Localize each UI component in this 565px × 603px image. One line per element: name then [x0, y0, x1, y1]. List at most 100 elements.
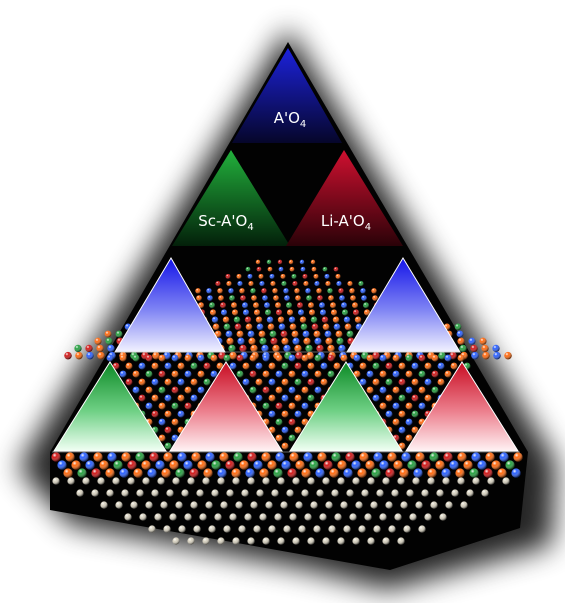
atom-sphere-shading — [372, 351, 380, 360]
atom-sphere-shading — [315, 468, 325, 478]
red-triangle-lower-left — [169, 361, 283, 452]
atom-sphere-shading — [145, 501, 153, 509]
atom-sphere-shading — [287, 468, 297, 478]
atom-sphere-shading — [499, 452, 509, 462]
atom-sphere-shading — [295, 295, 301, 301]
atom-sphere-shading — [366, 386, 374, 394]
atom-sphere-shading — [333, 266, 339, 272]
atom-sphere-shading — [459, 344, 467, 353]
atom-sphere-shading — [280, 501, 288, 509]
atom-sphere-shading — [253, 525, 261, 533]
atom-sphere-shading — [277, 259, 283, 265]
atom-sphere-shading — [74, 344, 82, 353]
atom-sphere-shading — [354, 316, 362, 323]
atom-sphere-shading — [96, 344, 104, 353]
atom-sphere-shading — [222, 316, 230, 323]
atom-sphere-shading — [469, 468, 479, 478]
atom-sphere-shading — [288, 354, 296, 362]
atom-sphere-shading — [113, 460, 123, 470]
atom-sphere-shading — [373, 525, 381, 533]
atom-sphere-shading — [281, 281, 287, 287]
atom-sphere-shading — [269, 330, 277, 338]
atom-sphere-shading — [119, 468, 129, 478]
atom-sphere-shading — [334, 513, 342, 521]
atom-sphere-shading — [424, 513, 432, 521]
atom-sphere-shading — [132, 370, 140, 378]
atom-sphere-shading — [300, 266, 306, 272]
atom-sphere-shading — [286, 309, 294, 316]
atom-sphere-shading — [275, 434, 283, 442]
atom-sphere-shading — [275, 402, 283, 410]
atom-sphere-shading — [232, 537, 240, 545]
atom-sphere-shading — [158, 434, 166, 442]
atom-sphere-shading — [223, 525, 231, 533]
atom-sphere-shading — [289, 266, 295, 272]
atom-sphere-shading — [316, 288, 322, 294]
atom-sphere-shading — [197, 460, 207, 470]
atom-sphere-shading — [107, 344, 115, 353]
atom-sphere-shading — [112, 362, 120, 370]
atom-sphere-shading — [177, 394, 185, 402]
atom-sphere-shading — [358, 281, 364, 287]
atom-sphere-shading — [106, 354, 114, 362]
atom-sphere-shading — [281, 410, 289, 418]
atom-sphere-shading — [363, 309, 371, 316]
atom-sphere-shading — [355, 501, 363, 509]
atom-sphere-shading — [151, 489, 159, 497]
atom-sphere-shading — [172, 477, 180, 485]
atom-sphere-shading — [364, 513, 372, 521]
atom-sphere-shading — [225, 460, 235, 470]
atom-sphere-shading — [280, 330, 288, 338]
atom-sphere-shading — [270, 337, 278, 345]
atom-sphere-shading — [415, 501, 423, 509]
atom-sphere-shading — [247, 477, 255, 485]
atom-sphere-shading — [77, 468, 87, 478]
atom-sphere-shading — [397, 537, 405, 545]
atom-sphere-shading — [177, 410, 185, 418]
atom-sphere-shading — [214, 330, 222, 338]
atom-sphere-shading — [487, 477, 495, 485]
atom-sphere-shading — [223, 323, 231, 331]
atom-sphere-shading — [277, 316, 285, 323]
atom-sphere-shading — [238, 525, 246, 533]
atom-sphere-shading — [307, 477, 315, 485]
atom-sphere-shading — [333, 323, 341, 331]
atom-sphere-shading — [297, 309, 305, 316]
atom-sphere-shading — [138, 362, 146, 370]
atom-sphere-shading — [405, 418, 413, 426]
atom-sphere-shading — [184, 386, 192, 394]
atom-sphere-shading — [450, 362, 458, 370]
atom-sphere-shading — [405, 370, 413, 378]
atom-sphere-shading — [202, 477, 210, 485]
atom-sphere-shading — [385, 394, 393, 402]
atom-sphere-shading — [327, 354, 335, 362]
atom-sphere-shading — [273, 468, 283, 478]
atom-sphere-shading — [421, 489, 429, 497]
atom-sphere-shading — [169, 513, 177, 521]
atom-sphere-shading — [262, 537, 270, 545]
atom-sphere-shading — [195, 288, 201, 294]
atom-sphere-shading — [91, 489, 99, 497]
atom-sphere-shading — [220, 309, 228, 316]
atom-sphere-shading — [341, 302, 347, 309]
atom-sphere-shading — [249, 354, 257, 362]
atom-sphere-shading — [255, 378, 263, 386]
atom-sphere-shading — [413, 468, 423, 478]
atom-sphere-shading — [421, 460, 431, 470]
atom-sphere-shading — [371, 468, 381, 478]
atom-sphere-shading — [439, 513, 447, 521]
atom-sphere-shading — [269, 273, 275, 279]
atom-sphere-shading — [302, 273, 308, 279]
atom-sphere-shading — [329, 468, 339, 478]
atom-sphere-shading — [278, 266, 284, 272]
atom-sphere-shading — [298, 525, 306, 533]
atom-sphere-shading — [330, 302, 336, 309]
atom-sphere-shading — [281, 442, 289, 450]
atom-sphere-shading — [424, 378, 432, 386]
atom-sphere-shading — [291, 273, 297, 279]
atom-sphere-shading — [295, 501, 303, 509]
atom-sphere-shading — [310, 501, 318, 509]
atom-sphere-shading — [244, 513, 252, 521]
atom-sphere-shading — [310, 316, 318, 323]
